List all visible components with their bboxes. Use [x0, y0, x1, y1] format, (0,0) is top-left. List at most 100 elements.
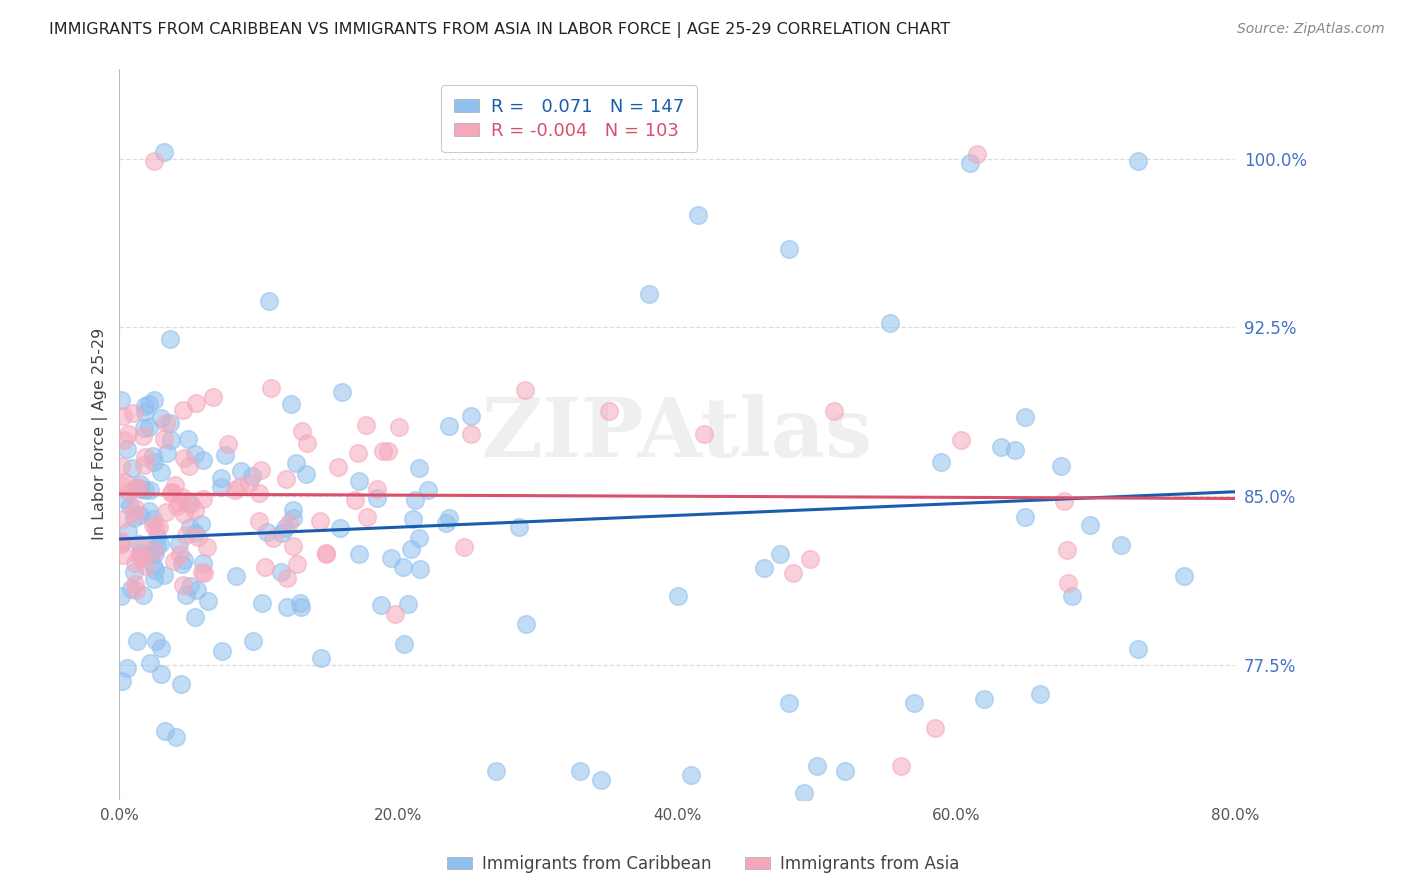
Point [125, 582, 148, 597]
Point [295, 467, 318, 481]
Point [231, 464, 253, 478]
Point [187, 530, 209, 544]
Point [356, 418, 378, 433]
Point [273, 520, 295, 534]
Point [163, 478, 186, 492]
Point [149, 641, 172, 656]
Point [217, 436, 239, 450]
Point [155, 416, 177, 430]
Point [163, 554, 186, 568]
Point [434, 516, 457, 530]
Point [114, 491, 136, 506]
Point [145, 539, 167, 553]
Point [1173, 569, 1195, 583]
Point [173, 553, 195, 567]
Point [174, 588, 197, 602]
Point [402, 512, 425, 526]
Point [121, 461, 143, 475]
Point [114, 475, 136, 490]
Point [124, 511, 146, 525]
Point [250, 596, 273, 610]
Point [166, 499, 188, 513]
Point [966, 147, 988, 161]
Point [159, 416, 181, 430]
Point [186, 582, 208, 597]
Point [1014, 409, 1036, 424]
Point [128, 549, 150, 564]
Point [1049, 458, 1071, 473]
Point [276, 571, 298, 585]
Point [347, 445, 370, 459]
Point [392, 560, 415, 574]
Point [143, 393, 166, 408]
Point [177, 496, 200, 510]
Point [924, 721, 946, 735]
Point [209, 471, 232, 485]
Point [142, 450, 165, 464]
Point [211, 644, 233, 658]
Point [122, 566, 145, 580]
Point [309, 515, 332, 529]
Point [179, 579, 201, 593]
Point [201, 390, 224, 404]
Point [149, 667, 172, 681]
Point [209, 480, 232, 494]
Point [290, 599, 312, 614]
Point [149, 537, 172, 551]
Point [138, 504, 160, 518]
Point [110, 534, 132, 549]
Point [112, 512, 135, 526]
Point [177, 432, 200, 446]
Point [117, 485, 139, 500]
Point [834, 764, 856, 778]
Point [380, 550, 402, 565]
Point [343, 493, 366, 508]
Point [281, 511, 304, 525]
Point [666, 589, 689, 603]
Point [124, 507, 146, 521]
Point [225, 569, 247, 583]
Point [288, 596, 311, 610]
Point [778, 242, 800, 256]
Point [1056, 576, 1078, 591]
Point [110, 589, 132, 603]
Point [145, 521, 167, 535]
Point [134, 450, 156, 464]
Point [149, 465, 172, 479]
Point [485, 764, 508, 778]
Point [117, 427, 139, 442]
Point [274, 472, 297, 486]
Point [117, 442, 139, 456]
Point [172, 558, 194, 572]
Point [142, 512, 165, 526]
Point [129, 550, 152, 565]
Point [276, 599, 298, 614]
Point [160, 484, 183, 499]
Point [399, 542, 422, 557]
Point [120, 582, 142, 596]
Point [256, 524, 278, 539]
Point [638, 286, 661, 301]
Point [280, 397, 302, 411]
Point [191, 491, 214, 506]
Point [283, 539, 305, 553]
Point [315, 547, 337, 561]
Point [973, 691, 995, 706]
Point [110, 458, 132, 473]
Point [131, 540, 153, 554]
Point [184, 503, 207, 517]
Point [195, 540, 218, 554]
Point [959, 156, 981, 170]
Point [160, 486, 183, 500]
Point [134, 405, 156, 419]
Point [143, 153, 166, 168]
Point [903, 697, 925, 711]
Point [388, 420, 411, 434]
Point [173, 508, 195, 522]
Point [384, 607, 406, 621]
Point [159, 433, 181, 447]
Point [329, 521, 352, 535]
Point [165, 730, 187, 744]
Point [418, 483, 440, 498]
Point [681, 768, 703, 782]
